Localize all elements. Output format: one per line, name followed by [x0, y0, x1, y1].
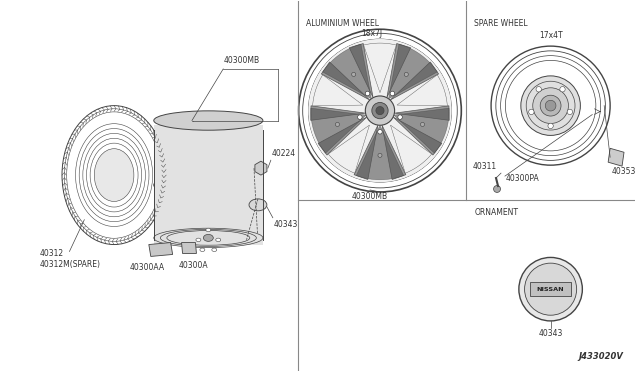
Polygon shape — [393, 117, 442, 155]
Text: NISSAN: NISSAN — [537, 287, 564, 292]
Polygon shape — [387, 44, 411, 98]
Polygon shape — [328, 125, 369, 173]
Circle shape — [493, 186, 500, 192]
Polygon shape — [182, 243, 196, 253]
Polygon shape — [321, 62, 370, 100]
Circle shape — [536, 87, 541, 92]
Text: ALUMINIUM WHEEL: ALUMINIUM WHEEL — [305, 19, 379, 28]
Text: 40300MB: 40300MB — [223, 56, 259, 65]
Circle shape — [560, 87, 565, 92]
Ellipse shape — [154, 173, 263, 197]
Bar — [154, 125, 263, 245]
Circle shape — [372, 102, 388, 119]
Circle shape — [529, 109, 534, 115]
Polygon shape — [608, 148, 624, 166]
Circle shape — [308, 39, 452, 182]
Polygon shape — [364, 43, 396, 93]
Text: 40343: 40343 — [274, 220, 298, 229]
Polygon shape — [149, 243, 173, 256]
Text: 40312
40312M(SPARE): 40312 40312M(SPARE) — [40, 250, 100, 269]
Text: ORNAMENT: ORNAMENT — [474, 208, 518, 217]
Circle shape — [378, 153, 382, 157]
Text: 40300MB: 40300MB — [352, 192, 388, 201]
Text: 40300A: 40300A — [179, 262, 208, 270]
Ellipse shape — [249, 199, 267, 211]
Text: 40343: 40343 — [538, 329, 563, 338]
Polygon shape — [354, 125, 378, 180]
Polygon shape — [394, 108, 449, 153]
Circle shape — [525, 263, 577, 315]
Circle shape — [378, 129, 382, 134]
Polygon shape — [390, 125, 432, 173]
Circle shape — [351, 73, 356, 76]
Circle shape — [521, 76, 580, 135]
Text: 40353: 40353 — [612, 167, 637, 176]
Circle shape — [540, 95, 561, 116]
Ellipse shape — [200, 248, 205, 251]
Polygon shape — [390, 62, 438, 100]
Circle shape — [519, 257, 582, 321]
Ellipse shape — [154, 111, 263, 130]
Text: 40300PA: 40300PA — [506, 174, 540, 183]
Text: 40311: 40311 — [472, 162, 497, 171]
Polygon shape — [382, 125, 406, 180]
Text: 40224: 40224 — [272, 149, 296, 158]
Polygon shape — [356, 125, 404, 180]
Polygon shape — [311, 108, 366, 153]
Text: 17x4T: 17x4T — [539, 31, 563, 40]
Ellipse shape — [216, 238, 221, 241]
Circle shape — [365, 96, 395, 125]
Polygon shape — [310, 106, 365, 120]
Text: 40300AA: 40300AA — [129, 263, 164, 272]
Polygon shape — [323, 44, 371, 99]
Circle shape — [365, 91, 370, 96]
Polygon shape — [388, 44, 437, 99]
Ellipse shape — [204, 234, 213, 241]
Ellipse shape — [196, 238, 201, 241]
Circle shape — [404, 73, 408, 76]
Circle shape — [532, 88, 568, 124]
Polygon shape — [255, 161, 267, 175]
Circle shape — [398, 115, 403, 119]
Bar — [530, 282, 572, 296]
Ellipse shape — [94, 149, 134, 202]
Text: SPARE WHEEL: SPARE WHEEL — [474, 19, 528, 28]
Ellipse shape — [206, 228, 211, 232]
Circle shape — [358, 115, 362, 119]
Text: J433020V: J433020V — [578, 352, 623, 360]
Ellipse shape — [212, 248, 217, 251]
Circle shape — [545, 100, 556, 111]
Circle shape — [548, 123, 554, 129]
Circle shape — [376, 106, 384, 115]
Circle shape — [567, 109, 573, 115]
Circle shape — [390, 91, 395, 96]
Polygon shape — [397, 75, 447, 106]
Circle shape — [335, 122, 339, 126]
Text: 18x7J: 18x7J — [362, 29, 383, 38]
Polygon shape — [312, 75, 363, 106]
Polygon shape — [394, 106, 449, 120]
Circle shape — [420, 122, 424, 126]
Polygon shape — [349, 44, 373, 98]
Polygon shape — [318, 117, 367, 155]
